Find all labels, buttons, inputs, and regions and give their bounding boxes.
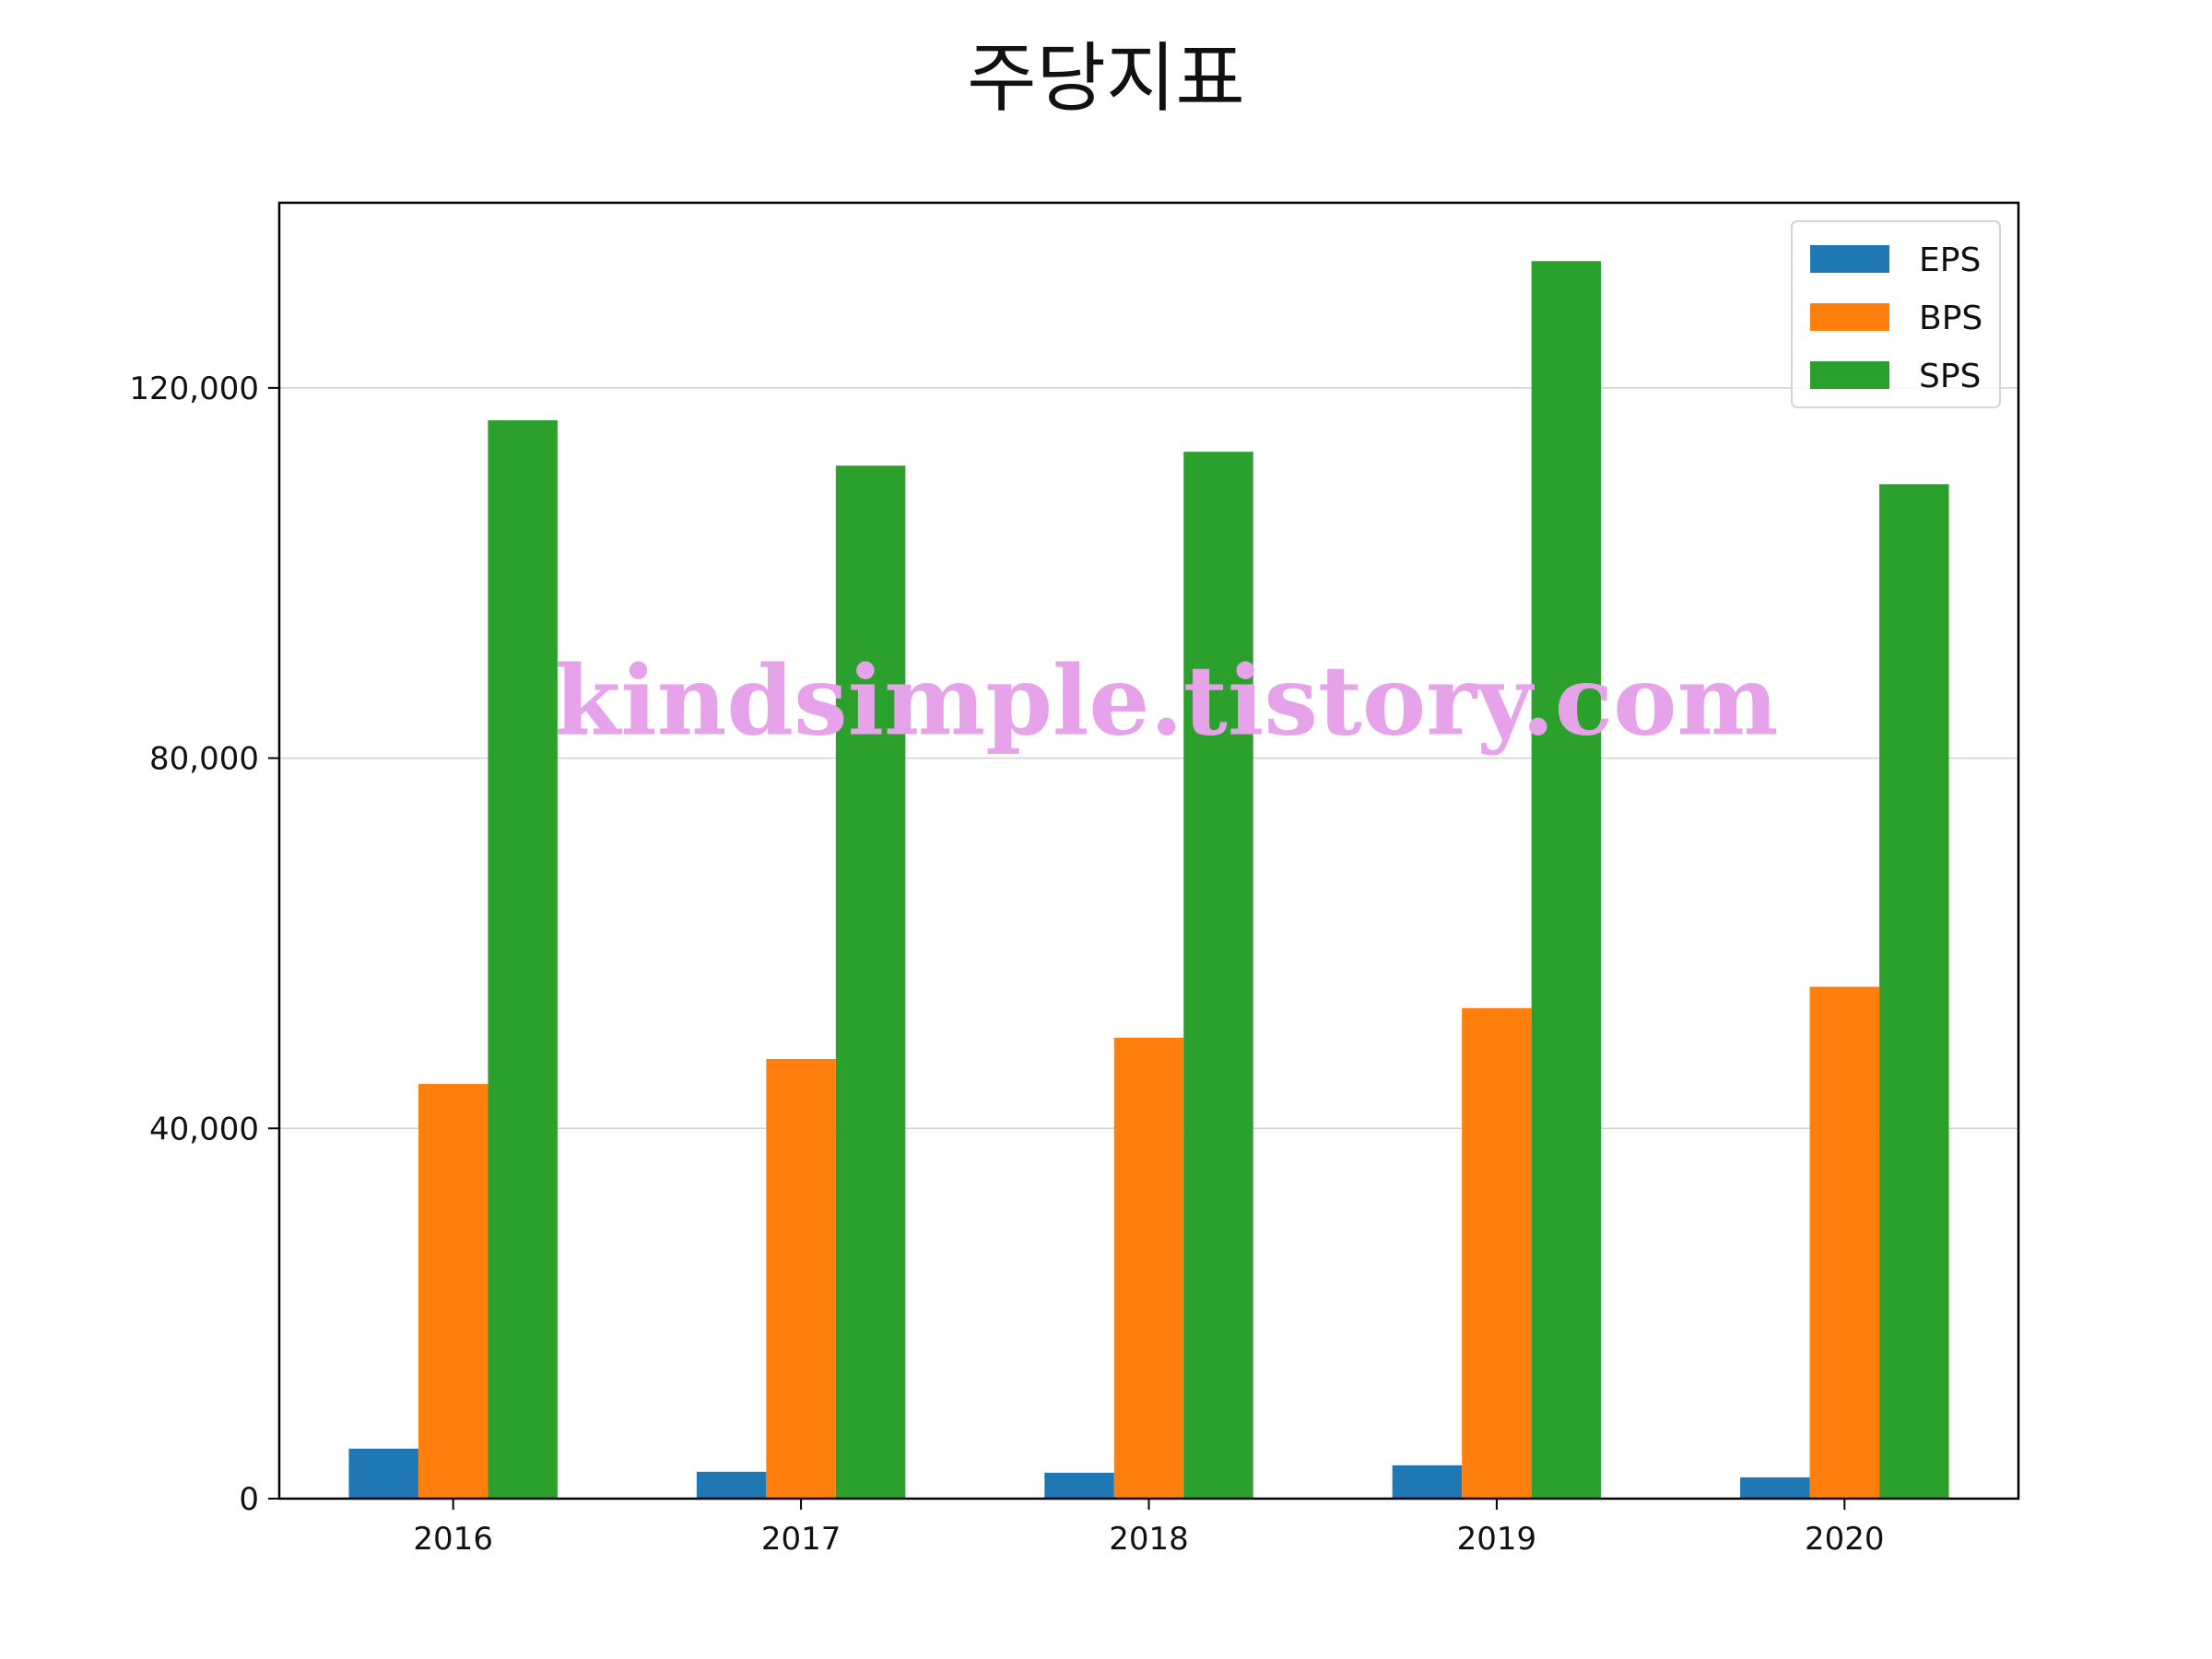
legend-label: BPS	[1919, 300, 1983, 337]
x-axis: 2016 2017 2018 2019 2020	[413, 1499, 1885, 1558]
bar-eps	[348, 1448, 418, 1499]
bar-sps	[1879, 484, 1949, 1499]
bar-sps	[1183, 452, 1253, 1500]
chart-title: 주당지표	[967, 35, 1245, 123]
bar-eps	[1044, 1472, 1114, 1499]
bar-bps	[1113, 1037, 1184, 1499]
bar-bps	[1809, 986, 1880, 1499]
legend-swatch	[1810, 245, 1889, 273]
watermark-text: kindsimple.tistory.com	[554, 643, 1778, 757]
bar-sps	[835, 465, 906, 1499]
bar-eps	[696, 1471, 767, 1499]
bar-eps	[1392, 1465, 1463, 1499]
bar-bps	[418, 1084, 488, 1499]
bars	[348, 261, 1949, 1500]
bar-sps	[488, 420, 558, 1500]
legend: EPS BPS SPS	[1791, 220, 2001, 408]
y-tick-label: 120,000	[129, 371, 259, 407]
bar-bps	[766, 1058, 836, 1499]
bar-bps	[1462, 1007, 1532, 1499]
x-tick-label: 2019	[1457, 1521, 1537, 1558]
bar-eps	[1740, 1477, 1810, 1499]
legend-swatch	[1810, 303, 1889, 331]
x-tick-label: 2017	[761, 1521, 841, 1558]
y-axis: 0 40,000 80,000 120,000	[129, 371, 279, 1518]
y-tick-label: 0	[239, 1481, 259, 1518]
y-tick-label: 80,000	[149, 741, 259, 778]
bar-sps	[1531, 261, 1602, 1499]
x-tick-label: 2016	[413, 1521, 493, 1558]
x-tick-label: 2020	[1805, 1521, 1885, 1558]
legend-label: EPS	[1919, 241, 1981, 279]
legend-swatch	[1810, 361, 1889, 389]
legend-label: SPS	[1919, 358, 1981, 395]
y-tick-label: 40,000	[149, 1111, 259, 1147]
x-tick-label: 2018	[1109, 1521, 1189, 1558]
